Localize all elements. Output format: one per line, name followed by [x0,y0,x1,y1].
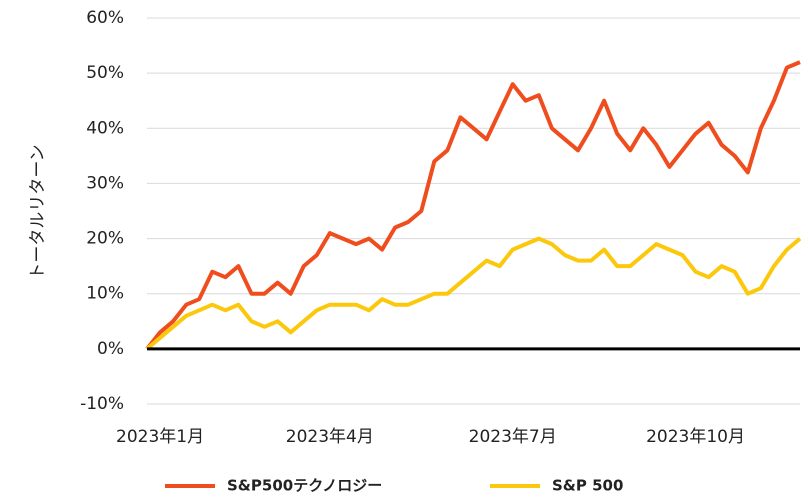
y-tick-label: 20% [86,229,124,249]
legend-label: S&P500テクノロジー [227,477,382,495]
y-tick-label: 60% [86,8,124,28]
y-tick-label: 0% [97,339,124,359]
x-tick-label: 2023年1月 [116,427,204,447]
y-tick-label: 40% [86,118,124,138]
y-tick-label: 50% [86,63,124,83]
line-series [145,60,801,351]
line-series [145,236,801,351]
y-tick-label: 30% [86,173,124,193]
legend-label: S&P 500 [552,477,623,495]
y-tick-label: -10% [80,394,124,414]
y-axis-label: トータルリターン [28,144,48,279]
x-tick-label: 2023年4月 [286,427,374,447]
x-tick-label: 2023年10月 [646,427,745,447]
y-tick-label: 10% [86,284,124,304]
x-tick-label: 2023年7月 [469,427,557,447]
